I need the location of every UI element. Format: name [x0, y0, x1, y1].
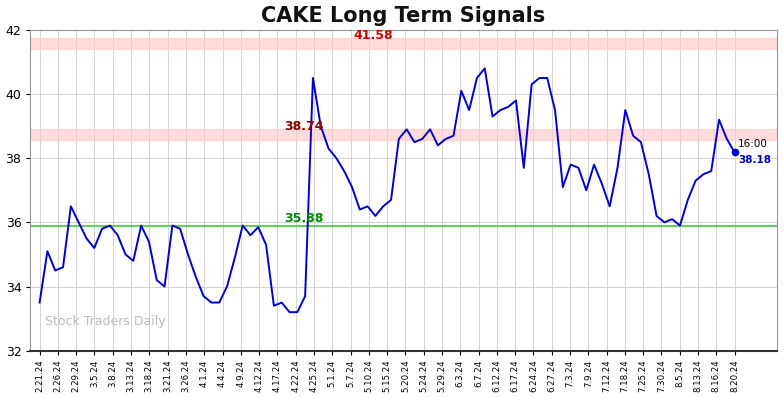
Text: 41.58: 41.58	[354, 29, 393, 42]
Text: 35.88: 35.88	[284, 212, 324, 225]
Bar	[31, 37, 777, 49]
Text: Stock Traders Daily: Stock Traders Daily	[45, 315, 166, 328]
Text: 16:00: 16:00	[739, 139, 768, 149]
Title: CAKE Long Term Signals: CAKE Long Term Signals	[261, 6, 546, 25]
Text: 38.74: 38.74	[284, 120, 324, 133]
Text: 38.18: 38.18	[739, 156, 771, 166]
Bar	[31, 129, 777, 140]
